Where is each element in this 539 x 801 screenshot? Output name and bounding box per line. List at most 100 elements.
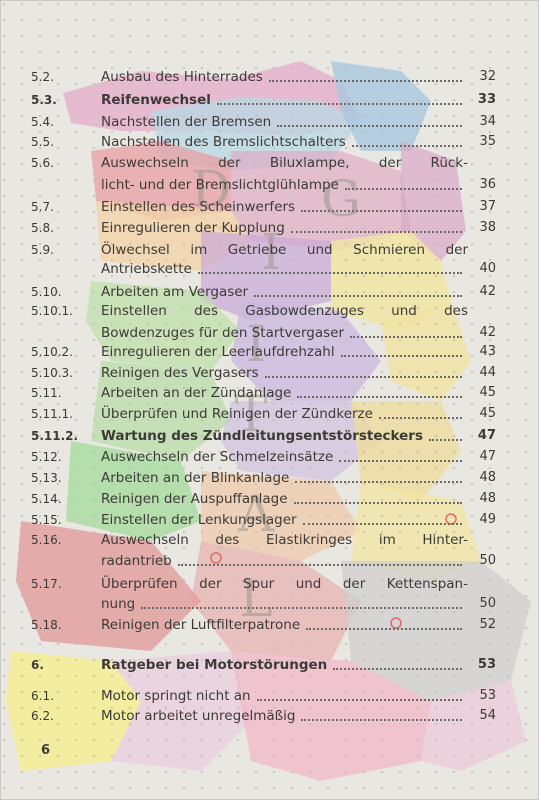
toc-entry-page: 48 (479, 491, 496, 506)
toc-entry: 5.7. Einstellen des Scheinwerfers 37 (1, 197, 539, 217)
toc-entry: 5.15. Einstellen der Lenkungslager 49 (1, 510, 539, 530)
toc-entry-page: 54 (479, 708, 496, 723)
toc-entry-number: 5.13. (31, 471, 62, 485)
toc-entry: 5.10. Arbeiten am Vergaser 42 (1, 282, 539, 302)
toc-entry: 5.12. Auswechseln der Schmelzeinsätze 47 (1, 447, 539, 467)
toc-entry-number: 5.7. (31, 200, 54, 214)
toc-entry: 5.5. Nachstellen des Bremslichtschalters 3… (1, 132, 539, 152)
toc-entry-title-continued: licht- und der Bremslichtglühlampe (101, 177, 339, 193)
toc-entry-page: 44 (479, 365, 496, 380)
toc-entry-title: Auswechseln der Schmelzeinsätze (101, 449, 334, 465)
dot-leader (301, 719, 462, 721)
toc-entry-page: 47 (479, 449, 496, 464)
toc-entry-number: 5.10.1. (31, 304, 73, 318)
toc-entry-page: 43 (479, 344, 496, 359)
toc-entry-page: 37 (479, 199, 496, 214)
toc-entry-number: 5.12. (31, 450, 62, 464)
toc-entry: 6.2. Motor arbeitet unregelmäßig 54 (1, 706, 539, 726)
dot-leader (306, 628, 462, 630)
toc-entry-number: 5.8. (31, 221, 54, 235)
toc-entry-title: Ausbau des Hinterrades (101, 69, 263, 85)
toc-entry-number: 5.10.2. (31, 345, 73, 359)
toc-entry-title-continued: radantrieb (101, 553, 172, 569)
toc-entry-continuation: nung 50 (1, 594, 539, 614)
toc-entry: 5.17. Überprüfen der Spur und der Kettens… (1, 574, 539, 594)
toc-entry-page: 45 (479, 406, 496, 421)
toc-entry-number: 5.4. (31, 115, 54, 129)
toc-entry: 6.1. Motor springt nicht an 53 (1, 686, 539, 706)
dot-leader (297, 396, 462, 398)
toc-entry: 5.9. Ölwechsel im Getriebe und Schmieren … (1, 240, 539, 260)
dot-leader (268, 80, 462, 82)
toc-entry-page: 40 (479, 261, 496, 276)
dot-leader (295, 481, 462, 483)
dot-leader (333, 668, 462, 670)
toc-entry-page: 53 (479, 688, 496, 703)
page-number: 6 (41, 743, 51, 758)
toc-entry: 6. Ratgeber bei Motorstörungen 53 (1, 655, 539, 675)
toc-entry-title: Reifenwechsel (101, 92, 211, 108)
toc-entry-number: 5.6. (31, 156, 54, 170)
toc-entry-title-continued: Bowdenzuges für den Startvergaser (101, 325, 345, 341)
dot-leader (344, 188, 462, 190)
toc-entry-page: 38 (479, 220, 496, 235)
watermark-letter: T (234, 385, 267, 443)
toc-entry-title: Reinigen der Luftfilterpatrone (101, 617, 301, 633)
toc-entry-continuation: radantrieb 50 (1, 551, 539, 571)
dot-leader (302, 523, 462, 525)
dot-leader (350, 336, 462, 338)
toc-entry-number: 5.16. (31, 533, 62, 547)
toc-entry-title: Nachstellen der Bremsen (101, 114, 272, 130)
toc-entry-page: 45 (479, 385, 496, 400)
dot-leader (378, 417, 462, 419)
toc-entry-title: Einregulieren der Leerlaufdrehzahl (101, 344, 335, 360)
dot-leader (141, 607, 462, 609)
toc-entry-number: 5.15. (31, 513, 62, 527)
toc-entry-page: 42 (479, 325, 496, 340)
toc-entry: 5.10.1. Einstellen des Gasbowdenzuges und… (1, 301, 539, 321)
toc-entry: 5.10.3. Reinigen des Vergasers 44 (1, 363, 539, 383)
toc-entry-title: Auswechseln des Elastikringes im Hinter- (101, 532, 468, 548)
toc-entry-title: Arbeiten an der Blinkanlage (101, 470, 290, 486)
dot-leader (293, 502, 462, 504)
watermark-letter: D (191, 160, 231, 218)
watermark-letter: I (261, 223, 281, 281)
toc-entry-page: 32 (479, 69, 496, 84)
dot-leader (256, 699, 462, 701)
toc-entry-page: 48 (479, 470, 496, 485)
toc-entry: 5.11.1. Überprüfen und Reinigen der Zündk… (1, 404, 539, 424)
toc-entry-title: Ölwechsel im Getriebe und Schmieren der (101, 242, 468, 258)
toc-entry-title: Arbeiten am Vergaser (101, 284, 249, 300)
toc-entry-title: Nachstellen des Bremslichtschalters (101, 134, 346, 150)
dot-leader (216, 103, 462, 105)
dot-leader (277, 125, 462, 127)
toc-entry-continuation: Bowdenzuges für den Startvergaser 42 (1, 323, 539, 343)
toc-entry: 5.3. Reifenwechsel 33 (1, 90, 539, 110)
dot-leader (301, 210, 462, 212)
toc-entry-title-continued: nung (101, 596, 136, 612)
toc-entry-number: 5.10. (31, 285, 62, 299)
toc-entry-title-continued: Antriebskette (101, 261, 192, 277)
toc-entry-number: 5.11.1. (31, 407, 73, 421)
toc-entry-continuation: licht- und der Bremslichtglühlampe 36 (1, 175, 539, 195)
toc-entry-page: 50 (479, 596, 496, 611)
toc-entry: 5.8. Einregulieren der Kupplung 38 (1, 218, 539, 238)
toc-entry-number: 6. (31, 658, 44, 672)
dot-leader (254, 295, 462, 297)
toc-entry-number: 5.11.2. (31, 429, 79, 443)
dot-leader (264, 376, 462, 378)
toc-entry-number: 6.1. (31, 689, 54, 703)
toc-entry: 5.6. Auswechseln der Biluxlampe, der Rück… (1, 153, 539, 173)
toc-entry-number: 5.2. (31, 70, 54, 84)
toc-entry-page: 42 (479, 284, 496, 299)
dot-leader (428, 439, 462, 441)
toc-entry-page: 35 (479, 134, 496, 149)
toc-entry-page: 52 (479, 617, 496, 632)
toc-entry: 5.4. Nachstellen der Bremsen 34 (1, 112, 539, 132)
toc-entry-number: 5.5. (31, 135, 54, 149)
toc-entry-page: 49 (479, 512, 496, 527)
toc-entry-title: Einstellen der Lenkungslager (101, 512, 297, 528)
